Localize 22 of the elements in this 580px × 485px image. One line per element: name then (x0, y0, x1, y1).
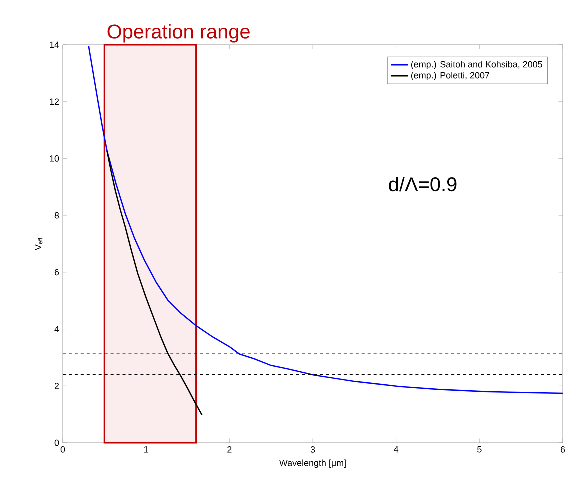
x-axis-title: Wavelength [μm] (279, 460, 346, 468)
line-series (88, 45, 564, 394)
y-tick-label: 6 (54, 269, 60, 276)
x-tick-label: 1 (144, 446, 148, 453)
y-axis-title: V$_{eff}$ (35, 238, 43, 250)
band-label: Operation range (108, 24, 250, 43)
y-tick-label: 10 (50, 156, 60, 162)
y-tick-label: 14 (50, 42, 60, 48)
x-tick-label: 3 (310, 446, 316, 453)
x-tick-label: 4 (394, 446, 399, 453)
y-tick-label: 2 (54, 383, 60, 390)
x-tick-label: 0 (60, 446, 66, 453)
y-tick-label: 8 (54, 212, 60, 219)
y-tick-label: 4 (54, 326, 60, 332)
x-tick-label: 6 (560, 446, 566, 453)
annotation: d/Λ=0.9 (389, 176, 457, 192)
x-tick-label: 5 (478, 446, 482, 453)
y-tick-label: 0 (54, 440, 60, 446)
x-tick-label: 2 (228, 446, 232, 453)
legend-label: (emp.) Poletti, 2007 (411, 72, 490, 80)
y-tick-label: 12 (50, 98, 60, 105)
legend-label: (emp.) Saitoh and Kohsiba, 2005 (411, 61, 542, 70)
